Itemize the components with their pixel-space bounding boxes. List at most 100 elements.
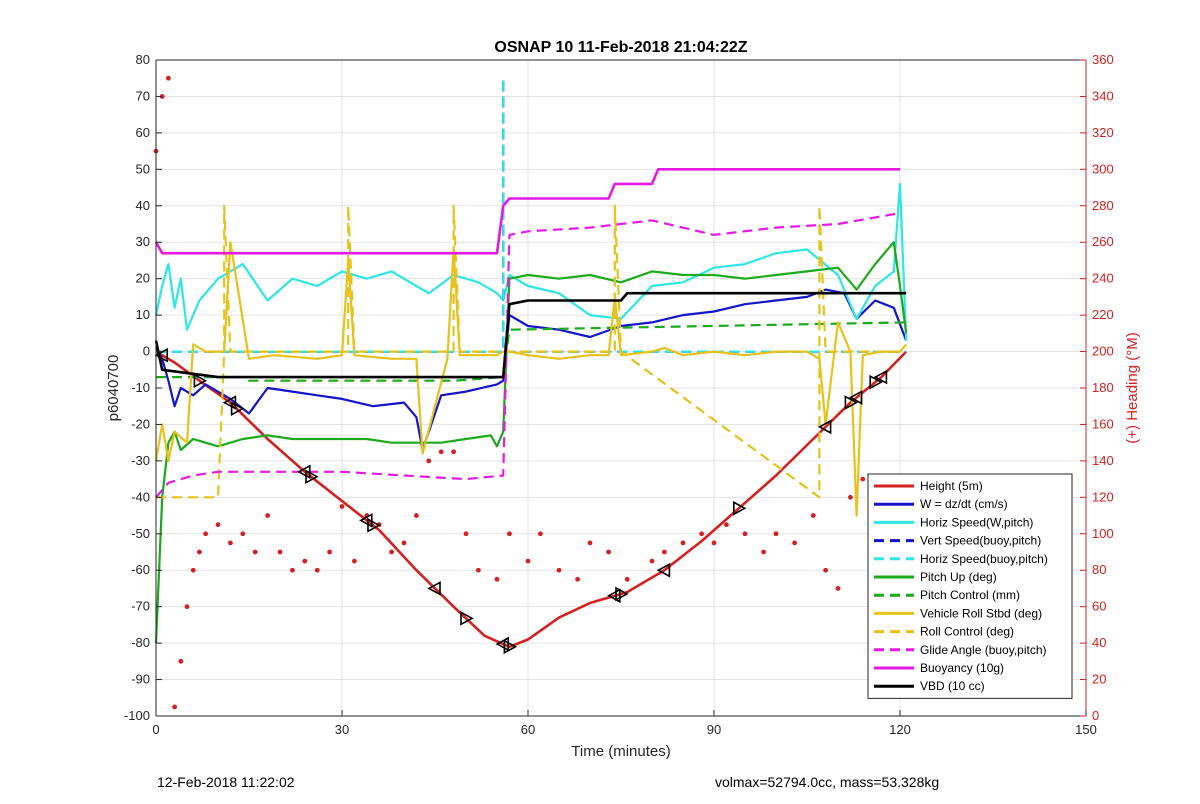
heading-point [538, 531, 543, 537]
y-tick-label: -60 [131, 562, 150, 577]
height-marker [656, 562, 671, 578]
heading-point [178, 658, 184, 664]
y-tick-label: -30 [131, 453, 150, 468]
heading-point [587, 540, 593, 546]
legend-entry: Vehicle Roll Stbd (deg) [920, 606, 1042, 620]
heading-point [525, 558, 531, 564]
height-marker [460, 610, 474, 626]
heading-point [215, 522, 221, 528]
height-marker [869, 374, 883, 390]
heading-point [159, 94, 165, 99]
y-tick-label: 30 [136, 234, 150, 249]
height-marker [503, 639, 518, 655]
legend-entry: Vert Speed(buoy,pitch) [920, 534, 1041, 548]
y2-tick-label: 200 [1092, 344, 1114, 359]
y2-axis-title: (+) Heading (°M) [1124, 332, 1141, 443]
x-axis-title: Time (minutes) [571, 743, 670, 760]
height-marker [844, 395, 859, 410]
heading-point [451, 449, 456, 455]
heading-point [662, 549, 667, 555]
y2-tick-label: 120 [1092, 489, 1114, 504]
heading-point [724, 522, 729, 528]
heading-point [624, 576, 630, 582]
heading-point [494, 576, 500, 582]
heading-point [438, 449, 444, 455]
height-marker [297, 464, 311, 480]
heading-point [810, 513, 816, 518]
x-tick-label: 150 [1075, 722, 1097, 737]
heading-point [203, 531, 209, 537]
series-line-0 [155, 350, 908, 649]
series-line-2 [154, 182, 908, 341]
y-tick-label: -80 [131, 635, 150, 650]
y2-tick-label: 360 [1092, 52, 1114, 67]
heading-point [166, 75, 171, 81]
height-marker [222, 395, 237, 410]
heading-point [327, 549, 332, 555]
series-line-10 [154, 168, 900, 255]
footer-timestamp: 12-Feb-2018 11:22:02 [157, 774, 295, 790]
y2-tick-label: 20 [1092, 672, 1106, 687]
y2-tick-label: 40 [1092, 635, 1106, 650]
y2-tick-label: 160 [1092, 416, 1114, 431]
heading-point [463, 531, 469, 537]
chart-title: OSNAP 10 11-Feb-2018 21:04:22Z [494, 39, 747, 56]
heading-point [197, 549, 202, 555]
y-axis-title: p6040700 [105, 355, 122, 422]
y-tick-label: -50 [131, 526, 150, 541]
heading-point [606, 549, 611, 555]
height-marker [817, 419, 832, 435]
legend-entry: Buoyancy (10g) [920, 661, 1004, 675]
heading-point [823, 567, 828, 573]
heading-point [711, 540, 717, 546]
y-tick-label: -90 [131, 672, 150, 687]
height-marker [154, 347, 168, 363]
heading-point [556, 567, 562, 573]
height-marker [732, 500, 747, 516]
heading-point [265, 513, 270, 518]
x-tick-label: 60 [521, 722, 535, 737]
y-tick-label: 10 [136, 307, 150, 322]
y2-tick-label: 340 [1092, 88, 1114, 103]
height-marker [427, 581, 441, 596]
series-line-1 [155, 288, 908, 452]
height-marker [230, 401, 245, 416]
y-tick-label: -40 [131, 489, 150, 504]
heading-point [352, 558, 357, 564]
y-tick-label: 50 [136, 161, 150, 176]
x-tick-label: 30 [335, 722, 349, 737]
heading-point [414, 513, 419, 518]
y2-tick-label: 220 [1092, 307, 1114, 322]
heading-point [290, 567, 295, 573]
y-tick-label: 60 [136, 125, 150, 140]
y2-tick-label: 0 [1092, 708, 1099, 723]
heading-point [302, 558, 308, 564]
heading-point [172, 704, 178, 710]
y-tick-label: 0 [143, 344, 150, 359]
y-tick-label: 80 [136, 52, 150, 67]
y2-tick-label: 60 [1092, 599, 1106, 614]
y-tick-label: 20 [136, 271, 150, 286]
height-marker [495, 636, 510, 652]
heading-point [507, 531, 512, 537]
x-tick-label: 120 [889, 722, 911, 737]
y2-tick-label: 240 [1092, 271, 1114, 286]
height-marker [305, 469, 319, 485]
heading-point [649, 558, 655, 564]
y-tick-label: 70 [136, 88, 150, 103]
legend-entry: Height (5m) [920, 479, 983, 493]
y-tick-label: -10 [131, 380, 150, 395]
series-line-8 [156, 204, 907, 499]
y2-tick-label: 140 [1092, 453, 1114, 468]
series-line-11 [154, 291, 907, 379]
y-tick-label: -20 [131, 416, 150, 431]
heading-point [339, 504, 345, 509]
y2-tick-label: 300 [1092, 161, 1114, 176]
height-marker [615, 586, 629, 602]
y-tick-label: -100 [124, 708, 150, 723]
height-marker [193, 373, 208, 389]
y2-tick-label: 80 [1092, 562, 1106, 577]
heading-point [848, 494, 853, 500]
legend-entry: Pitch Control (mm) [920, 588, 1020, 602]
heading-point [699, 531, 704, 537]
